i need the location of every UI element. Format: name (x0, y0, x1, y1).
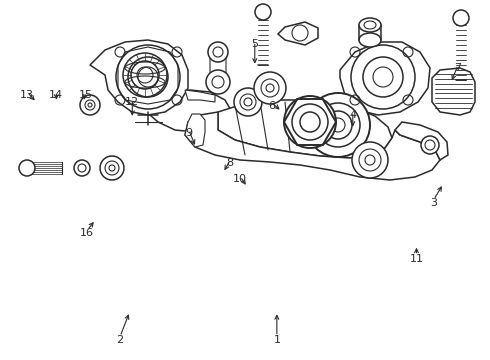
Circle shape (421, 136, 439, 154)
Circle shape (284, 96, 336, 148)
Ellipse shape (359, 33, 381, 47)
Polygon shape (90, 40, 188, 115)
Circle shape (123, 53, 167, 97)
Polygon shape (218, 100, 392, 158)
Text: 12: 12 (125, 97, 139, 107)
Polygon shape (195, 105, 395, 165)
Text: 2: 2 (117, 334, 123, 345)
Text: 9: 9 (185, 127, 192, 138)
Polygon shape (278, 22, 318, 45)
Text: 16: 16 (80, 228, 94, 238)
Text: 10: 10 (233, 174, 247, 184)
Polygon shape (185, 112, 440, 180)
Text: 11: 11 (410, 253, 423, 264)
Circle shape (292, 25, 308, 41)
Polygon shape (210, 48, 226, 88)
Polygon shape (340, 42, 430, 115)
Circle shape (306, 93, 370, 157)
Circle shape (255, 4, 271, 20)
Polygon shape (395, 122, 448, 160)
Text: 1: 1 (273, 334, 280, 345)
Text: 4: 4 (349, 109, 356, 120)
Circle shape (453, 10, 469, 26)
Text: 8: 8 (227, 158, 234, 168)
Polygon shape (185, 90, 215, 102)
Polygon shape (432, 68, 475, 115)
Text: 13: 13 (20, 90, 34, 100)
Circle shape (206, 70, 230, 94)
Circle shape (74, 160, 90, 176)
Circle shape (234, 88, 262, 116)
Polygon shape (185, 114, 205, 147)
Circle shape (254, 72, 286, 104)
Circle shape (208, 42, 228, 62)
Polygon shape (150, 90, 232, 132)
Circle shape (80, 95, 100, 115)
Text: 7: 7 (455, 63, 462, 73)
Text: 3: 3 (430, 198, 437, 208)
Ellipse shape (359, 18, 381, 32)
Text: 15: 15 (79, 90, 93, 100)
Text: 14: 14 (49, 90, 63, 100)
Circle shape (352, 142, 388, 178)
Text: 6: 6 (269, 100, 275, 111)
Text: 5: 5 (251, 39, 258, 49)
Circle shape (19, 160, 35, 176)
Circle shape (100, 156, 124, 180)
